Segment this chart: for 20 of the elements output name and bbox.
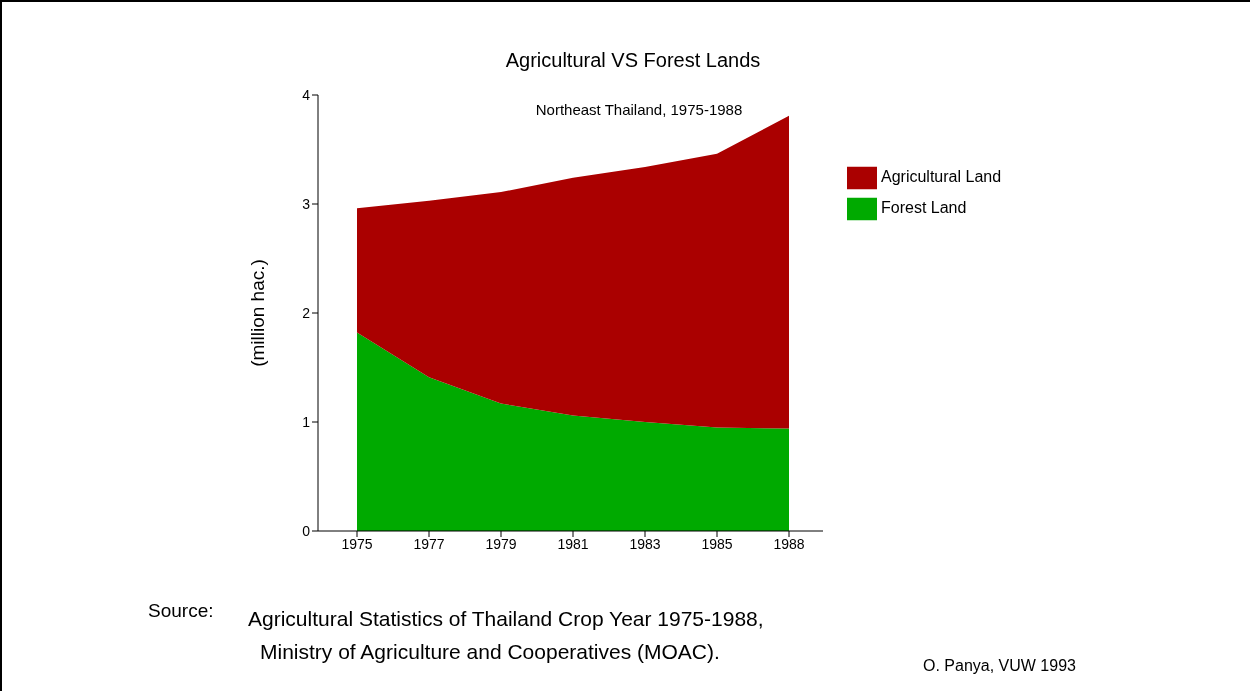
y-tick-label: 1 <box>302 413 311 430</box>
x-tick-label: 1979 <box>485 535 517 552</box>
chart-subtitle: Northeast Thailand, 1975-1988 <box>534 101 744 118</box>
y-tick-label: 0 <box>302 522 311 539</box>
legend-label: Agricultural Land <box>881 168 1002 185</box>
x-tick-label: 1977 <box>413 535 445 552</box>
text: Agricultural Statistics of Thailand Crop Year 1975-1988, Ministry of Agriculture and Cooperatives (MOAC). <box>248 606 764 665</box>
chart-title: Agricultural VS Forest Lands <box>504 49 762 72</box>
x-tick-label: 1981 <box>557 535 589 552</box>
x-tick-label: 1985 <box>701 535 733 552</box>
y-axis-title: (million hac.) <box>247 258 269 369</box>
x-tick-label: 1975 <box>341 535 373 552</box>
x-tick-label: 1988 <box>773 535 805 552</box>
y-tick-label: 4 <box>302 86 311 103</box>
legend-label: Forest Land <box>881 198 967 216</box>
text: O. Panya, VUW 1993 <box>923 657 1076 675</box>
x-tick-label: 1983 <box>629 535 661 552</box>
y-tick-label: 2 <box>302 304 311 321</box>
y-tick-label: 3 <box>302 195 311 212</box>
source-note: Source: <box>148 600 214 622</box>
